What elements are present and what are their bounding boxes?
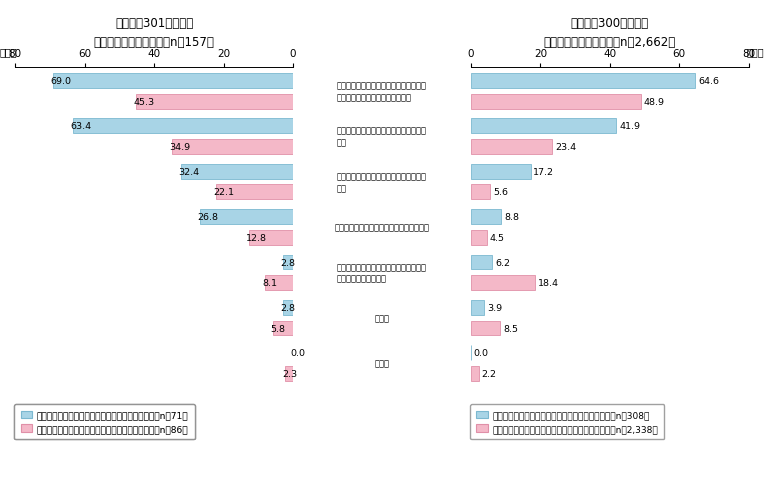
Text: 26.8: 26.8 (197, 212, 219, 222)
Text: デジタル技術に精通した人材を中途採用
する: デジタル技術に精通した人材を中途採用 する (337, 126, 427, 147)
Bar (216, 185, 293, 200)
Bar (53, 74, 293, 89)
Text: 18.4: 18.4 (538, 279, 558, 287)
Text: 2.2: 2.2 (481, 369, 497, 378)
Bar (283, 255, 293, 270)
Bar (471, 165, 531, 179)
Text: 17.2: 17.2 (533, 167, 555, 176)
Text: 8.1: 8.1 (262, 279, 277, 287)
Bar (73, 119, 293, 134)
Text: その他: その他 (374, 314, 390, 322)
Text: 64.6: 64.6 (698, 77, 719, 86)
Legend: ６以上の分野のデジタル技術を活用している企業（n＝308）, ５以下の分野のデジタル技術を活用している企業（n＝2,338）: ６以上の分野のデジタル技術を活用している企業（n＝308）, ５以下の分野のデジ… (470, 405, 665, 439)
Text: 0.0: 0.0 (474, 348, 489, 358)
Text: 5.8: 5.8 (270, 324, 285, 333)
Bar (172, 140, 293, 154)
Text: 0.0: 0.0 (290, 348, 306, 358)
Legend: ６以上の分野のデジタル技術を活用している企業（n＝71）, ５以下の分野のデジタル技術を活用している企業（n＝86）: ６以上の分野のデジタル技術を活用している企業（n＝71）, ５以下の分野のデジタ… (15, 405, 195, 439)
Title: 従業員数301人以上の
デジタル技術活用企業（n＝157）: 従業員数301人以上の デジタル技術活用企業（n＝157） (94, 16, 215, 48)
Text: 2.3: 2.3 (283, 369, 297, 378)
Bar (471, 210, 501, 225)
Bar (471, 230, 487, 245)
Bar (471, 185, 490, 200)
Bar (471, 94, 641, 109)
Text: 8.5: 8.5 (503, 324, 518, 333)
Text: 無回答: 無回答 (374, 359, 390, 368)
Bar (471, 119, 617, 134)
Bar (200, 210, 293, 225)
Bar (471, 321, 500, 336)
Bar (180, 165, 293, 179)
Text: 12.8: 12.8 (246, 233, 267, 242)
Text: 41.9: 41.9 (619, 122, 640, 131)
Text: 22.1: 22.1 (214, 188, 235, 197)
Bar (471, 255, 493, 270)
Text: 34.9: 34.9 (169, 143, 190, 151)
Text: 8.8: 8.8 (504, 212, 520, 222)
Bar (471, 140, 552, 154)
Text: （％）: （％） (747, 47, 764, 58)
Text: 48.9: 48.9 (643, 97, 665, 106)
Bar (248, 230, 293, 245)
Text: 出向・派遣等により外部人材を受け入れる: 出向・派遣等により外部人材を受け入れる (335, 223, 429, 232)
Title: 従業員数300人以下の
デジタル技術活用企業（n＝2,662）: 従業員数300人以下の デジタル技術活用企業（n＝2,662） (544, 16, 676, 48)
Bar (471, 74, 695, 89)
Bar (136, 94, 293, 109)
Text: 2.8: 2.8 (280, 303, 296, 312)
Text: 32.4: 32.4 (178, 167, 199, 176)
Text: 自社の既存の人材に対してデジタル技術
に関連した研修・教育訓練を行う: 自社の既存の人材に対してデジタル技術 に関連した研修・教育訓練を行う (337, 81, 427, 102)
Text: デジタル技術の活用は外注するので社内
で確保する必要はない: デジタル技術の活用は外注するので社内 で確保する必要はない (337, 262, 427, 283)
Text: 2.8: 2.8 (280, 258, 296, 267)
Text: 3.9: 3.9 (487, 303, 503, 312)
Bar (471, 276, 535, 290)
Text: 45.3: 45.3 (133, 97, 154, 106)
Text: （％）: （％） (0, 47, 17, 58)
Bar (265, 276, 293, 290)
Text: デジタル技術に精通した人材を新卒採用
する: デジタル技術に精通した人材を新卒採用 する (337, 172, 427, 193)
Text: 63.4: 63.4 (70, 122, 91, 131)
Bar (273, 321, 293, 336)
Text: 5.6: 5.6 (493, 188, 508, 197)
Text: 23.4: 23.4 (555, 143, 576, 151)
Bar (285, 366, 293, 381)
Text: 6.2: 6.2 (495, 258, 510, 267)
Text: 69.0: 69.0 (50, 77, 72, 86)
Bar (471, 366, 478, 381)
Bar (283, 301, 293, 315)
Text: 4.5: 4.5 (489, 233, 504, 242)
Bar (471, 301, 484, 315)
